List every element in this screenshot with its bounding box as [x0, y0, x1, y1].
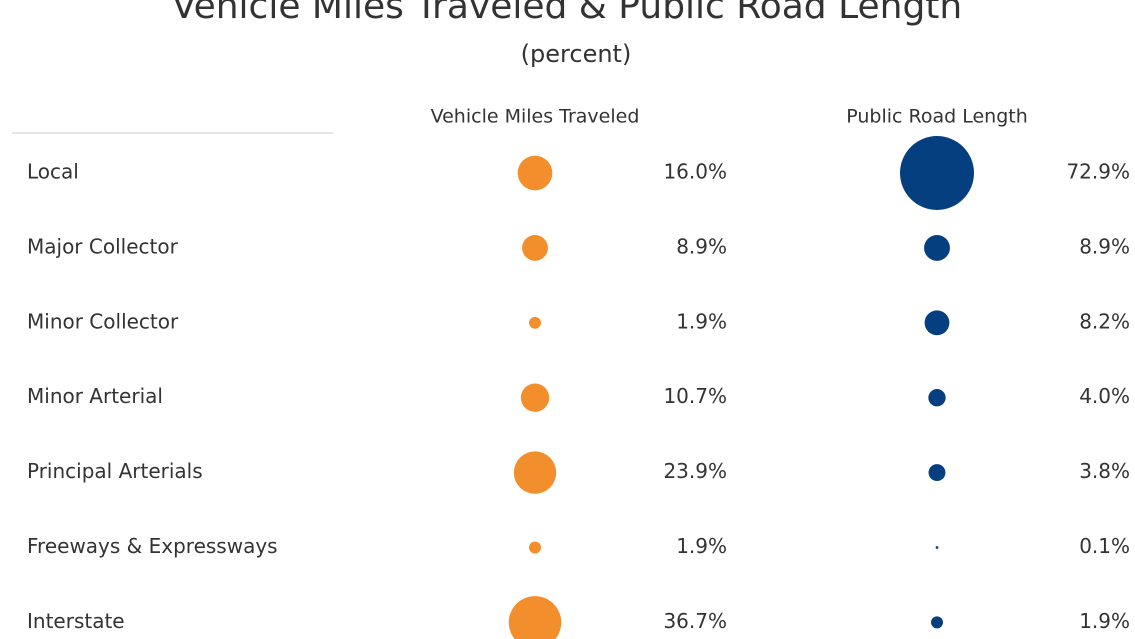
bubble: [517, 155, 553, 191]
value-label: 8.9%: [676, 234, 727, 258]
value-label: 3.8%: [1079, 459, 1130, 483]
value-label: 4.0%: [1079, 384, 1130, 408]
bubble: [529, 541, 541, 554]
value-label: 0.1%: [1079, 534, 1130, 558]
bubble: [924, 234, 950, 261]
chart-title: Vehicle Miles Traveled & Public Road Len…: [172, 0, 963, 27]
value-label: 1.9%: [676, 309, 727, 333]
value-label: 72.9%: [1066, 160, 1130, 184]
value-label: 16.0%: [663, 160, 727, 184]
row-label: Minor Arterial: [27, 384, 163, 408]
bubble: [522, 234, 548, 261]
value-label: 8.2%: [1079, 309, 1130, 333]
bubble: [529, 316, 541, 329]
value-label: 36.7%: [663, 609, 727, 633]
bubble: [928, 389, 946, 407]
value-label: 1.9%: [676, 534, 727, 558]
row-label: Freeways & Expressways: [27, 534, 278, 558]
value-label: 23.9%: [663, 459, 727, 483]
bubble: [513, 451, 557, 494]
bubble: [900, 136, 974, 210]
bubble: [508, 596, 562, 639]
row-label: Minor Collector: [27, 309, 179, 333]
row-label: Local: [27, 160, 79, 184]
column-header: Vehicle Miles Traveled: [431, 106, 640, 128]
value-label: 1.9%: [1079, 609, 1130, 633]
chart-subtitle: (percent): [521, 40, 632, 68]
bubble: [520, 383, 550, 412]
column-header: Public Road Length: [846, 106, 1028, 128]
bubble: [931, 616, 943, 629]
bubble: [928, 464, 946, 482]
bubble: [935, 546, 939, 549]
row-label: Principal Arterials: [27, 459, 203, 483]
value-label: 10.7%: [663, 384, 727, 408]
value-label: 8.9%: [1079, 234, 1130, 258]
row-label: Major Collector: [27, 234, 179, 258]
bubble: [924, 310, 950, 336]
row-label: Interstate: [27, 609, 125, 633]
